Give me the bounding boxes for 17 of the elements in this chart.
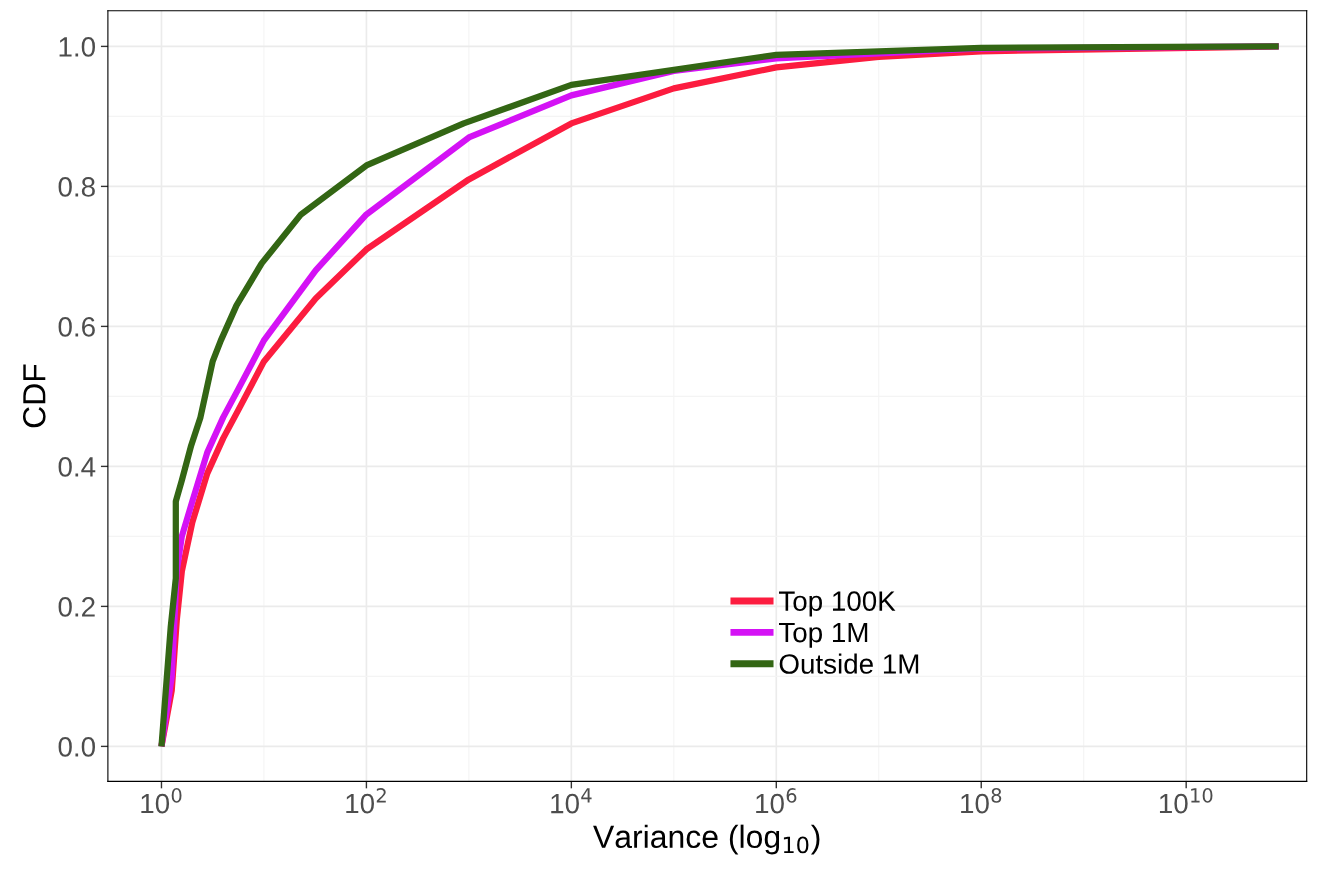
x-axis-title: Variance (log$_{10}$) — [593, 824, 820, 855]
y-tick-label: 1.0 — [59, 37, 95, 57]
x-tick-label: 10$^{10}$ — [1159, 788, 1213, 814]
y-tick-label: 0.4 — [58, 457, 96, 477]
legend-label: Outside 1M — [779, 653, 919, 674]
legend-label: Top 100K — [779, 591, 896, 617]
y-axis-title: CDF — [22, 364, 46, 428]
legend-label: Top 1M — [779, 623, 868, 648]
y-tick-label: 0.0 — [58, 737, 95, 757]
y-tick-label: 0.8 — [58, 177, 95, 197]
y-tick-label: 0.6 — [58, 317, 95, 337]
x-tick-label: 10$^{6}$ — [756, 788, 797, 814]
x-tick-label: 10$^{8}$ — [961, 788, 1002, 814]
y-tick-label: 0.2 — [58, 597, 95, 617]
x-tick-label: 10$^{2}$ — [346, 788, 386, 814]
x-tick-label: 10$^{4}$ — [551, 788, 592, 814]
x-tick-label: 10$^{0}$ — [141, 788, 182, 814]
